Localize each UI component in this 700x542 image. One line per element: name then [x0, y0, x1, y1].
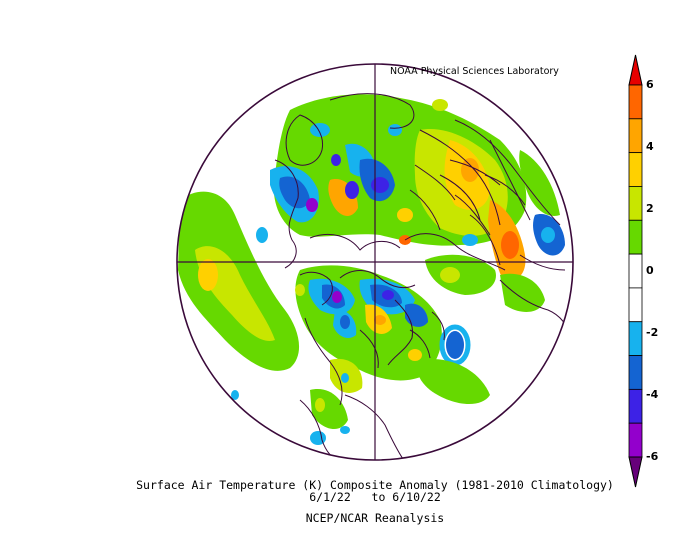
colorbar-tick-label: -4	[646, 388, 659, 401]
colorbar-segment	[628, 186, 643, 221]
colorbar-segment	[628, 287, 643, 323]
colorbar-segment	[628, 422, 643, 458]
colorbar-segment	[628, 355, 643, 390]
colorbar-tick-label: 6	[646, 78, 654, 91]
colorbar-tick-label: 0	[646, 264, 654, 277]
data-source: NCEP/NCAR Reanalysis	[305, 511, 445, 525]
colorbar-tick-label: 4	[646, 140, 654, 153]
colorbar-tick-label: 2	[646, 202, 654, 215]
pacific-anomaly	[178, 191, 300, 400]
colorbar-segment	[628, 321, 643, 356]
colorbar-tick-label: -2	[646, 326, 659, 339]
colorbar-segment	[628, 118, 643, 154]
colorbar-cap-top	[628, 54, 643, 86]
colorbar	[628, 54, 643, 488]
colorbar-segment	[628, 388, 643, 424]
graticule	[177, 64, 573, 460]
colorbar-segment	[628, 253, 643, 289]
atlantic-anomaly	[425, 234, 545, 312]
colorbar-segment	[628, 219, 643, 255]
colorbar-segment	[628, 152, 643, 187]
date-range: 6/1/22 to 6/10/22	[309, 490, 441, 504]
colorbar-segment	[628, 84, 643, 120]
colorbar-cap-bottom	[628, 456, 643, 488]
map-title: Surface Air Temperature (K) Composite An…	[136, 478, 614, 492]
credit-label: NOAA Physical Sciences Laboratory	[390, 66, 559, 77]
north-america-anomaly	[295, 265, 490, 445]
arctic-anomaly	[270, 94, 565, 281]
map-boundary	[176, 63, 574, 461]
map-disk	[177, 64, 573, 460]
colorbar-tick-label: -6	[646, 450, 659, 463]
